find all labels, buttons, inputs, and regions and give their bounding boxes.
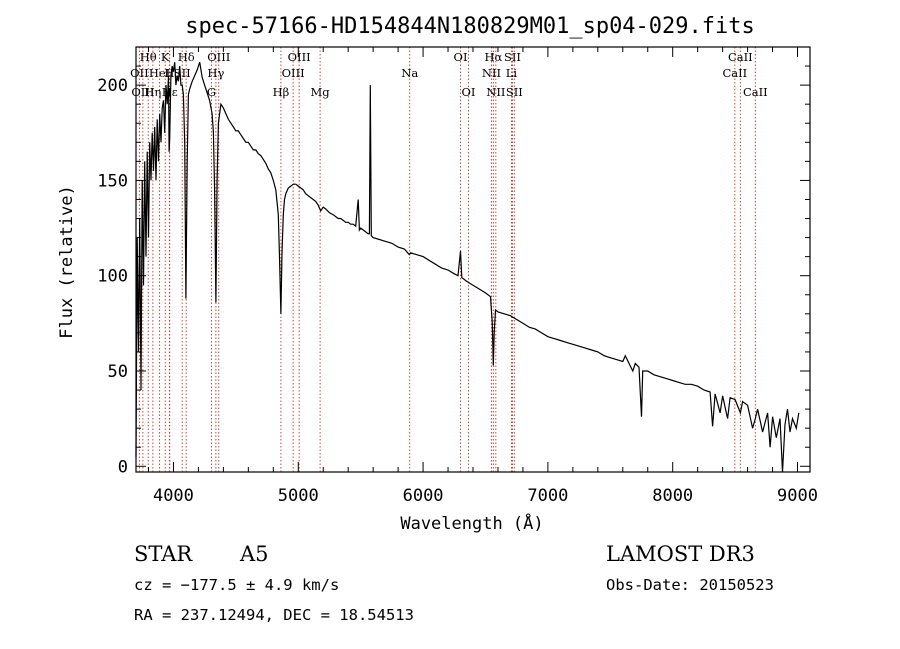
- y-tick-label: 50: [108, 362, 128, 382]
- y-tick-label: 150: [97, 171, 128, 191]
- redshift-velocity: cz = −177.5 ± 4.9 km/s: [134, 576, 339, 594]
- x-tick-label: 5000: [278, 486, 319, 506]
- line-marker-label: Hθ: [140, 50, 157, 64]
- line-marker-label: CaII: [728, 50, 753, 64]
- line-marker-label: Hε: [162, 85, 178, 99]
- observation-date: Obs-Date: 20150523: [606, 576, 774, 594]
- object-subclass: A5: [239, 542, 269, 566]
- line-marker-label: Na: [401, 66, 418, 80]
- x-tick-label: 9000: [777, 486, 818, 506]
- line-marker-label: Hγ: [207, 66, 224, 80]
- axis-ticks: [136, 46, 810, 472]
- line-marker-label: OIII: [282, 66, 305, 80]
- x-axis-label: Wavelength (Å): [400, 512, 543, 534]
- line-marker-label: OI: [454, 50, 468, 64]
- x-tick-label: 8000: [652, 486, 693, 506]
- line-marker-label: OIII: [207, 50, 230, 64]
- spectrum-series-line: [135, 62, 800, 473]
- line-marker-label: SII: [504, 50, 521, 64]
- y-tick-label: 100: [97, 267, 128, 287]
- line-marker-label: NII: [482, 66, 501, 80]
- x-tick-label: 4000: [153, 486, 194, 506]
- coordinates: RA = 237.12494, DEC = 18.54513: [134, 606, 414, 624]
- line-marker-label: CaII: [722, 66, 747, 80]
- line-marker-label: Hη: [144, 85, 161, 99]
- line-marker-label: SII: [174, 66, 191, 80]
- y-axis-label: Flux (relative): [57, 185, 77, 339]
- line-marker-label: CaII: [743, 85, 768, 99]
- plot-frame: [135, 46, 811, 473]
- line-marker-label: Mg: [311, 85, 331, 99]
- survey-name: LAMOST DR3: [606, 542, 755, 566]
- line-markers: [138, 47, 756, 472]
- line-marker-label: NII: [486, 85, 505, 99]
- line-marker-label: Hα: [484, 50, 502, 64]
- line-marker-label: Hδ: [178, 50, 195, 64]
- line-marker-label: Hβ: [273, 85, 290, 99]
- line-marker-label: OI: [462, 85, 476, 99]
- line-marker-label: OIII: [288, 50, 311, 64]
- x-tick-label: 7000: [527, 486, 568, 506]
- x-tick-label: 6000: [403, 486, 444, 506]
- line-marker-label: G: [207, 85, 216, 99]
- line-marker-label: OII: [130, 66, 149, 80]
- y-tick-label: 0: [118, 457, 128, 477]
- line-marker-label: OIII: [131, 85, 154, 99]
- y-tick-label: 200: [97, 76, 128, 96]
- object-class: STAR: [134, 542, 193, 566]
- line-marker-label: Li: [506, 66, 518, 80]
- line-marker-label: HeI: [149, 66, 170, 80]
- chart-title: spec-57166-HD154844N180829M01_sp04-029.f…: [185, 14, 755, 39]
- line-marker-label: SII: [506, 85, 523, 99]
- line-marker-label: K: [161, 50, 170, 64]
- axis-tick-labels: 4000 5000 6000 7000 8000 9000 0 50 100 150 200: [97, 76, 818, 506]
- line-marker-label: H: [164, 66, 174, 80]
